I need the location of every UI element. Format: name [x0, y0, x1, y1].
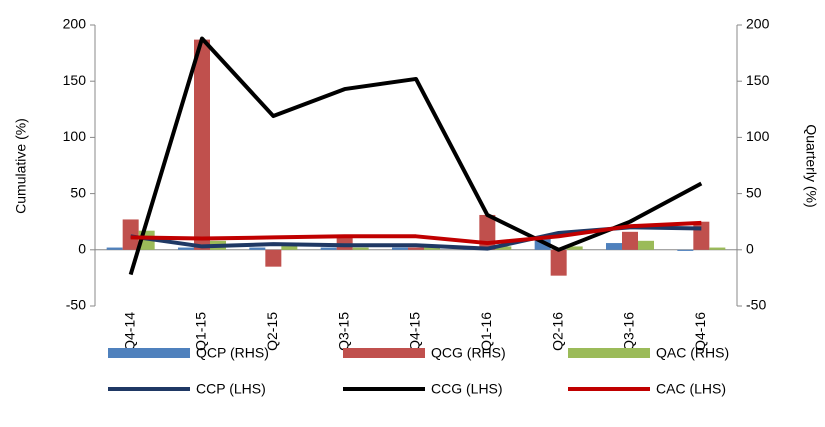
- bar: [122, 219, 139, 250]
- y-tick-label: 50: [70, 184, 86, 200]
- y2-tick-label: 50: [746, 184, 762, 200]
- x-tick-label: Q4-15: [407, 312, 423, 351]
- y2-axis-label: Quarterly (%): [803, 124, 819, 207]
- legend-label: CCP (LHS): [196, 381, 266, 397]
- bar: [408, 247, 424, 250]
- y-tick-label: -50: [66, 297, 86, 313]
- y-tick-label: 200: [63, 16, 87, 32]
- bar: [106, 247, 123, 250]
- bar: [249, 247, 266, 250]
- x-tick-label: Q2-16: [549, 312, 565, 351]
- y2-tick-label: 200: [746, 16, 770, 32]
- x-tick-label: Q4-16: [692, 312, 708, 351]
- y2-tick-label: -50: [746, 297, 766, 313]
- bar: [352, 247, 369, 250]
- bar: [566, 246, 583, 250]
- legend-swatch: [343, 348, 425, 358]
- legend-label: QAC (RHS): [656, 345, 729, 361]
- y2-tick-label: 100: [746, 128, 770, 144]
- x-tick-label: Q3-16: [621, 312, 637, 351]
- y2-tick-label: 0: [746, 241, 754, 257]
- bar: [265, 249, 282, 267]
- x-tick-label: Q2-15: [264, 312, 280, 351]
- bar: [693, 221, 710, 250]
- legend-swatch: [108, 348, 190, 358]
- bar: [194, 39, 210, 250]
- x-tick-label: Q3-15: [335, 312, 351, 351]
- x-tick-label: Q1-16: [478, 312, 494, 351]
- bar: [606, 243, 622, 250]
- bar: [178, 247, 194, 250]
- bar: [638, 240, 654, 250]
- bar: [392, 247, 408, 250]
- bar: [622, 231, 638, 250]
- y2-tick-label: 150: [746, 72, 770, 88]
- bar: [320, 247, 337, 250]
- legend-label: CCG (LHS): [431, 381, 503, 397]
- legend-swatch: [568, 348, 650, 358]
- y-tick-label: 100: [63, 128, 87, 144]
- x-tick-label: Q4-14: [121, 312, 137, 351]
- line: [130, 220, 702, 246]
- bar: [495, 246, 512, 250]
- y-tick-label: 0: [78, 241, 86, 257]
- legend-label: QCG (RHS): [431, 345, 506, 361]
- bar: [709, 247, 726, 250]
- y-axis-label: Cumulative (%): [13, 118, 29, 214]
- bar: [424, 247, 440, 250]
- bar: [677, 249, 694, 251]
- y-tick-label: 150: [63, 72, 87, 88]
- legend-label: QCP (RHS): [196, 345, 269, 361]
- bar: [281, 245, 298, 250]
- x-tick-label: Q1-15: [193, 312, 209, 351]
- legend-label: CAC (LHS): [656, 381, 726, 397]
- bar: [550, 249, 567, 276]
